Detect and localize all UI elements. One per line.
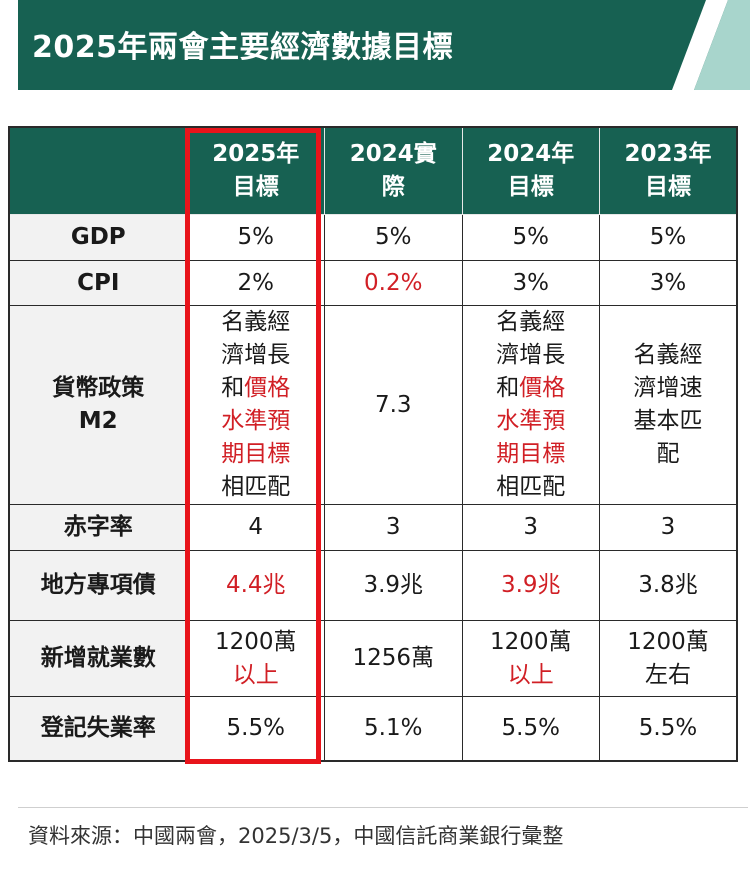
table-cell: 1200萬 左右 <box>599 620 738 697</box>
table-row-employment: 新增就業數 1200萬 以上 1256萬 1200萬 以上 1200萬 左右 <box>8 620 738 697</box>
table-cell: 5% <box>186 214 325 261</box>
table-row-m2: 貨幣政策 M2 名義經 濟增長 和價格 水準預 期目標 相匹配 7.3 名義經 濟… <box>8 305 738 505</box>
row-label-gdp: GDP <box>8 214 188 261</box>
column-header-2025-target: 2025年 目標 <box>186 126 325 215</box>
table-cell-highlighted: 3.9兆 <box>461 550 600 621</box>
table-cell: 1256萬 <box>324 620 463 697</box>
table-cell: 5.5% <box>461 696 600 761</box>
table-cell: 2% <box>186 260 325 306</box>
table-row-special-bonds: 地方專項債 4.4兆 3.9兆 3.9兆 3.8兆 <box>8 550 738 621</box>
table-row-cpi: CPI 2% 0.2% 3% 3% <box>8 260 738 306</box>
title-banner: 2025年兩會主要經濟數據目標 <box>18 0 750 90</box>
banner-stripe-decoration <box>672 0 750 90</box>
table-cell: 1200萬 以上 <box>186 620 325 697</box>
table-cell: 名義經 濟增長 和價格 水準預 期目標 相匹配 <box>461 305 600 505</box>
table-cell: 3.9兆 <box>324 550 463 621</box>
row-label-m2: 貨幣政策 M2 <box>8 305 188 505</box>
column-header-2024-actual: 2024實際 <box>324 126 463 215</box>
footer-divider <box>18 807 748 808</box>
column-header-2023-target: 2023年 目標 <box>599 126 738 215</box>
table-cell: 名義經 濟增速 基本匹 配 <box>599 305 738 505</box>
table-cell: 5.5% <box>599 696 738 761</box>
table-row-unemployment: 登記失業率 5.5% 5.1% 5.5% 5.5% <box>8 696 738 761</box>
table-cell: 7.3 <box>324 305 463 505</box>
table-cell-highlighted: 0.2% <box>324 260 463 306</box>
table-cell: 4 <box>186 504 325 551</box>
table-cell: 名義經 濟增長 和價格 水準預 期目標 相匹配 <box>186 305 325 505</box>
economic-targets-table: 2025年 目標 2024實際 2024年 目標 2023年 目標 GDP 5% 5%… <box>8 126 738 762</box>
table-cell: 3 <box>599 504 738 551</box>
table-cell: 5% <box>461 214 600 261</box>
column-header-2024-target: 2024年 目標 <box>461 126 600 215</box>
row-label-unemployment: 登記失業率 <box>8 696 188 761</box>
table-cell: 5.1% <box>324 696 463 761</box>
header-row: 2025年 目標 2024實際 2024年 目標 2023年 目標 <box>8 126 738 215</box>
table-cell: 1200萬 以上 <box>461 620 600 697</box>
table-cell: 3 <box>461 504 600 551</box>
economic-targets-table-container: 2025年 目標 2024實際 2024年 目標 2023年 目標 GDP 5% 5%… <box>8 126 738 762</box>
table-cell: 5% <box>324 214 463 261</box>
table-cell: 3 <box>324 504 463 551</box>
row-label-employment: 新增就業數 <box>8 620 188 697</box>
table-cell: 3% <box>461 260 600 306</box>
page-title: 2025年兩會主要經濟數據目標 <box>32 30 453 65</box>
table-cell: 3.8兆 <box>599 550 738 621</box>
table-cell: 3% <box>599 260 738 306</box>
table-cell-highlighted: 4.4兆 <box>186 550 325 621</box>
row-label-deficit: 赤字率 <box>8 504 188 551</box>
row-label-special-bonds: 地方專項債 <box>8 550 188 621</box>
table-cell: 5% <box>599 214 738 261</box>
header-corner-cell <box>8 126 188 215</box>
row-label-cpi: CPI <box>8 260 188 306</box>
table-cell: 5.5% <box>186 696 325 761</box>
table-row-deficit: 赤字率 4 3 3 3 <box>8 504 738 551</box>
table-row-gdp: GDP 5% 5% 5% 5% <box>8 214 738 261</box>
source-note: 資料來源：中國兩會，2025/3/5，中國信託商業銀行彙整 <box>28 824 564 848</box>
